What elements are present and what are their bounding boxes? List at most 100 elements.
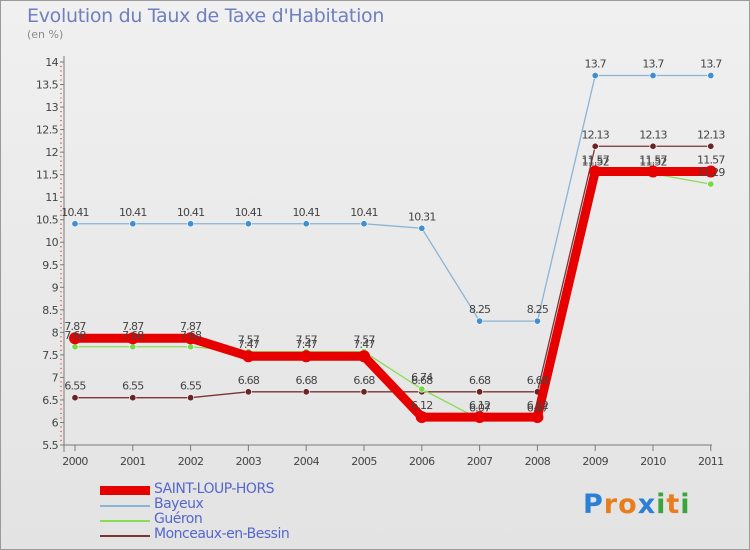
- y-minor-tick: [60, 282, 62, 284]
- y-minor-tick: [60, 268, 62, 270]
- data-point: [244, 388, 252, 396]
- y-minor-tick: [60, 209, 62, 212]
- y-minor-tick: [60, 142, 62, 144]
- data-point: [187, 220, 195, 228]
- data-label: 6.07: [469, 401, 491, 414]
- y-minor-tick: [60, 232, 62, 234]
- data-point: [360, 388, 368, 396]
- y-minor-tick: [60, 291, 62, 293]
- data-point: [242, 350, 255, 363]
- data-label: 6.55: [64, 380, 86, 393]
- data-point: [704, 165, 717, 178]
- data-label: 11.57: [697, 153, 725, 166]
- data-label: 10.41: [61, 206, 89, 219]
- data-point: [707, 180, 715, 188]
- y-minor-tick: [60, 228, 62, 230]
- y-minor-tick: [60, 146, 62, 149]
- data-label: 13.7: [642, 58, 664, 71]
- data-label: 6.07: [527, 401, 549, 414]
- y-minor-tick: [60, 313, 62, 316]
- y-tick-label: 12: [45, 146, 58, 159]
- y-minor-tick: [60, 97, 62, 99]
- x-tick-label: 2000: [62, 455, 88, 468]
- y-minor-tick: [60, 65, 62, 68]
- y-minor-tick: [60, 336, 62, 338]
- y-minor-tick: [60, 79, 62, 81]
- logo-letter: o: [618, 489, 638, 520]
- y-minor-tick: [60, 327, 62, 329]
- y-minor-tick: [60, 182, 62, 185]
- data-label: 6.68: [411, 374, 433, 387]
- x-tick-label: 2003: [236, 455, 262, 468]
- data-point: [360, 220, 368, 228]
- y-minor-tick: [60, 214, 62, 216]
- data-label: 8.25: [469, 303, 491, 316]
- x-tick-label: 2002: [178, 455, 204, 468]
- y-minor-tick: [60, 237, 62, 239]
- data-label: 10.41: [235, 206, 263, 219]
- y-minor-tick: [60, 155, 62, 158]
- y-minor-tick: [60, 304, 62, 307]
- data-point: [69, 332, 81, 345]
- data-point: [187, 394, 195, 402]
- logo-letter: r: [603, 489, 619, 520]
- y-minor-tick: [60, 430, 62, 433]
- data-label: 7.57: [296, 334, 318, 347]
- data-label: 6.55: [122, 380, 144, 393]
- chart-title: Evolution du Taux de Taxe d'Habitation: [27, 5, 385, 27]
- y-minor-tick: [60, 358, 62, 361]
- y-tick-label: 11: [45, 191, 58, 204]
- series-line: [74, 145, 712, 399]
- legend-swatch-gueron: [100, 520, 150, 522]
- data-point: [649, 142, 657, 150]
- x-tick-label: 2010: [640, 455, 666, 468]
- logo-letter: x: [637, 489, 657, 520]
- series-monceaux-en-bessin: [71, 142, 715, 402]
- data-point: [244, 220, 252, 228]
- legend-label-bayeux: Bayeux: [154, 496, 204, 512]
- data-label: 10.31: [408, 210, 436, 223]
- y-minor-tick: [60, 426, 62, 428]
- series-line: [70, 166, 716, 422]
- y-minor-tick: [60, 318, 62, 320]
- y-minor-tick: [60, 70, 62, 72]
- data-label: 7.57: [238, 334, 260, 347]
- x-tick-label: 2011: [698, 455, 724, 468]
- y-tick-label: 7.5: [42, 349, 58, 362]
- data-point: [591, 142, 599, 150]
- data-label: 7.68: [180, 329, 202, 342]
- data-label: 6.55: [180, 380, 202, 393]
- data-label: 13.7: [585, 58, 607, 71]
- legend-label-saint-loup-hors: SAINT-LOUP-HORS: [154, 481, 275, 497]
- y-tick-label: 7: [52, 371, 59, 384]
- y-tick-label: 8: [52, 326, 59, 339]
- data-point: [126, 332, 139, 345]
- data-label: 7.47: [353, 338, 375, 351]
- y-minor-tick: [60, 101, 62, 104]
- data-label: 6.12: [469, 399, 490, 412]
- series-saint-loup-hors: [69, 165, 717, 424]
- data-label: 7.68: [64, 329, 86, 342]
- y-minor-tick: [60, 259, 62, 261]
- data-label: 11.29: [697, 166, 725, 179]
- x-tick-label: 2008: [525, 455, 551, 468]
- y-tick-label: 6: [52, 416, 59, 429]
- y-tick-label: 10.5: [36, 214, 59, 227]
- data-point: [591, 72, 599, 80]
- legend-swatch-bayeux: [100, 505, 150, 507]
- y-minor-tick: [60, 412, 62, 415]
- y-minor-tick: [60, 394, 62, 397]
- data-label: 6.68: [296, 374, 318, 387]
- data-label: 10.41: [177, 206, 205, 219]
- y-tick-label: 12.5: [36, 124, 59, 137]
- y-minor-tick: [60, 367, 62, 370]
- y-minor-tick: [60, 340, 62, 343]
- y-minor-tick: [60, 322, 62, 325]
- data-label: 7.47: [296, 338, 318, 351]
- y-minor-tick: [60, 390, 62, 392]
- data-label: 10.41: [292, 206, 320, 219]
- y-tick-label: 13.5: [36, 79, 59, 92]
- data-point: [473, 411, 486, 424]
- y-minor-tick: [60, 246, 62, 248]
